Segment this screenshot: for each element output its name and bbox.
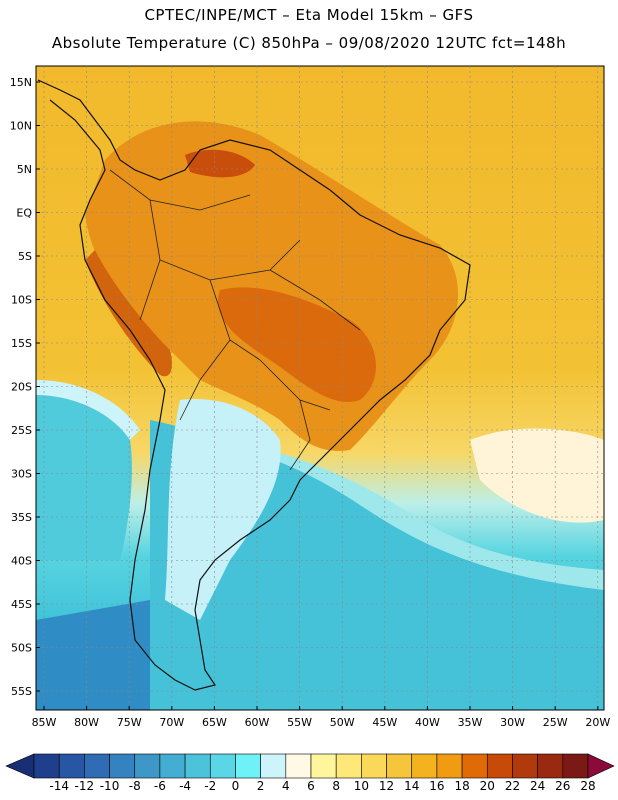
colorbar-swatch [184, 753, 211, 779]
colorbar-swatch [361, 753, 387, 779]
lon-tick-label: 60W [245, 716, 270, 729]
colorbar-swatch [335, 753, 362, 779]
colorbar-label: 24 [529, 779, 546, 793]
colorbar-low-arrow [5, 753, 35, 779]
south-atlantic-cool-band [230, 440, 604, 590]
lat-tick-label: 40S [11, 555, 32, 568]
colorbar-swatch [310, 753, 337, 779]
title-line-1: CPTEC/INPE/MCT – Eta Model 15km – GFS [144, 6, 474, 24]
colorbar-swatch [486, 753, 513, 779]
colorbar-swatch [512, 753, 538, 779]
colorbar-label: 20 [479, 779, 495, 793]
pacific-cool-edge [36, 380, 140, 440]
lon-tick-label: 20W [585, 716, 610, 729]
lat-tick-label: 15N [10, 76, 32, 89]
lon-tick-label: 40W [415, 716, 440, 729]
andes-hot-strip [85, 250, 172, 377]
colorbar-label: -6 [153, 779, 166, 793]
lon-tick-label: 50W [330, 716, 355, 729]
colorbar-swatch [109, 753, 136, 779]
continent-hot-core [218, 287, 377, 402]
colorbar-label: 4 [281, 779, 290, 793]
colorbar-label: 8 [332, 779, 340, 793]
colorbar-label: 0 [231, 779, 240, 793]
colorbar-label: -12 [74, 779, 95, 793]
lon-tick-label: 35W [458, 716, 483, 729]
title-line-2: Absolute Temperature (C) 850hPa – 09/08/… [51, 34, 567, 52]
lat-tick-label: 25S [11, 424, 32, 437]
colorbar-label: 2 [256, 779, 265, 793]
lon-tick-label: 85W [32, 716, 57, 729]
lat-tick-label: 5S [18, 250, 32, 263]
colorbar-swatch [84, 753, 110, 779]
colorbar-swatch [537, 753, 564, 779]
colorbar-swatch [235, 753, 261, 779]
colorbar-label: 28 [580, 779, 596, 793]
colorbar-swatch [58, 753, 85, 779]
colorbar-swatch [159, 753, 186, 779]
colorbar-swatch [562, 753, 589, 779]
northern-hot-patch [185, 149, 255, 178]
colorbar-swatch [386, 753, 413, 779]
colorbar-swatch [461, 753, 488, 779]
plot-frame [35, 65, 605, 711]
pacific-cold-region [36, 395, 132, 560]
lat-tick-label: 10N [10, 120, 32, 133]
colorbar [5, 753, 615, 779]
colorbar-swatch [436, 753, 463, 779]
lon-tick-label: 70W [159, 716, 184, 729]
colorbar-label: -2 [204, 779, 217, 793]
lat-tick-label: 35S [11, 511, 32, 524]
colorbar-label: -4 [179, 779, 192, 793]
colorbar-label: 18 [454, 779, 470, 793]
lat-tick-label: 20S [11, 381, 32, 394]
colorbar-label: 22 [504, 779, 521, 793]
colorbar-swatch [260, 753, 287, 779]
country-borders [109, 169, 361, 471]
lat-tick-label: EQ [16, 207, 32, 220]
lon-tick-label: 25W [543, 716, 568, 729]
lon-tick-label: 65W [202, 716, 227, 729]
grid-lines [36, 66, 604, 710]
colorbar-high-arrow [587, 753, 615, 779]
lon-tick-label: 30W [500, 716, 525, 729]
argentina-cool-region [165, 399, 281, 620]
lon-tick-label: 55W [287, 716, 312, 729]
lat-tick-label: 10S [11, 294, 32, 307]
colorbar-swatch [285, 753, 312, 779]
colorbar-swatch [411, 753, 438, 779]
colorbar-label: -14 [49, 779, 69, 793]
colorbar-label: 16 [429, 779, 445, 793]
lon-tick-label: 75W [117, 716, 142, 729]
southeast-warm-patch [470, 428, 604, 523]
colorbar-label: -8 [128, 779, 141, 793]
colorbar-label: 12 [378, 779, 395, 793]
colorbar-label: 10 [353, 779, 369, 793]
lat-tick-label: 15S [11, 337, 32, 350]
colorbar-label: -10 [99, 779, 120, 793]
colorbar-swatch [134, 753, 161, 779]
lat-tick-label: 55S [11, 685, 32, 698]
colorbar-label: 6 [307, 779, 315, 793]
lat-tick-label: 30S [11, 468, 32, 481]
coastline [37, 79, 471, 691]
lon-tick-label: 80W [74, 716, 99, 729]
lat-tick-label: 50S [11, 642, 32, 655]
colorbar-swatch [209, 753, 236, 779]
lon-tick-label: 45W [372, 716, 397, 729]
colorbar-label: 26 [555, 779, 571, 793]
lat-tick-label: 5N [17, 163, 32, 176]
colorbar-label: 14 [404, 779, 420, 793]
lat-tick-label: 45S [11, 598, 32, 611]
colorbar-swatch [33, 753, 60, 779]
